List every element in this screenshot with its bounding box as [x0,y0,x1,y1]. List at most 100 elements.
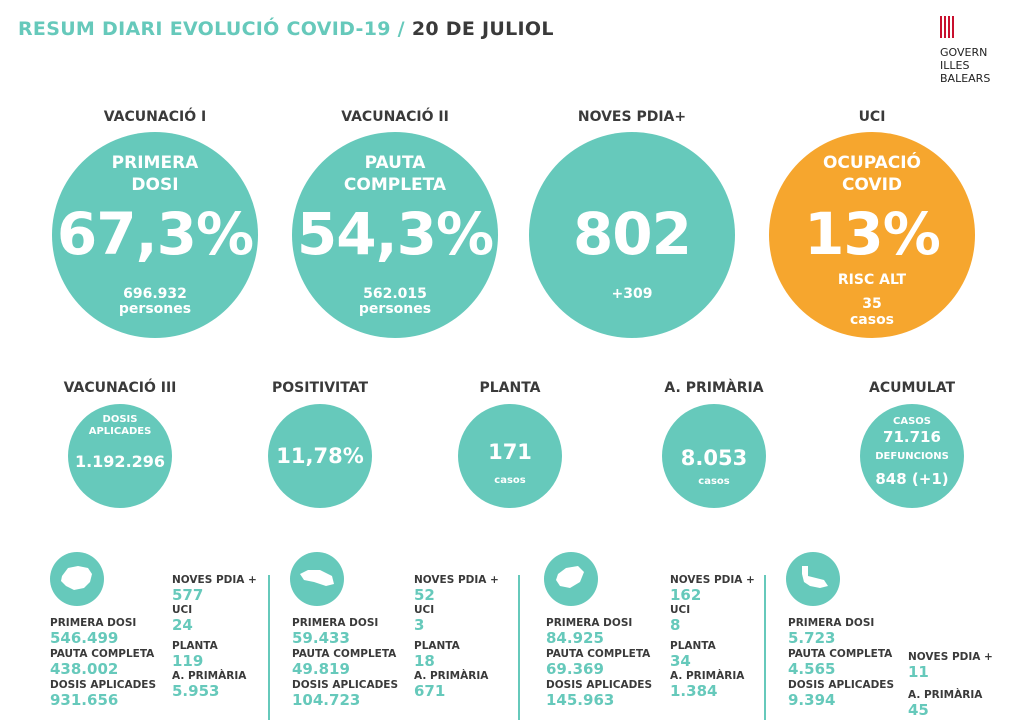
circle-sub: persones [358,301,432,317]
stat-value: 438.002 [50,660,119,678]
circle-label: COVID [841,175,903,195]
stat-value: 671 [414,682,446,700]
stat-label: PLANTA [414,640,460,652]
stat-label: A. PRIMÀRIA [908,689,983,701]
circle-value: 13% [804,200,941,268]
circle-sub: 696.932 [123,286,187,302]
region-eivissa-left: PRIMERA DOSI 84.925 PAUTA COMPLETA 69.36… [546,617,652,709]
stat-label: DOSIS APLICADES [788,679,895,691]
stat-value: 4.565 [788,660,836,678]
region-divider [518,575,520,720]
circle-planta: 171 casos [458,404,562,508]
stat-label: PAUTA COMPLETA [788,648,893,660]
heading-uci: UCI [858,109,886,125]
circle-sub: RISC ALT [837,272,907,288]
region-formentera-left: PRIMERA DOSI 5.723 PAUTA COMPLETA 4.565 … [788,617,894,709]
circle-label: COMPLETA [343,175,447,195]
circle-pauta-completa: PAUTA COMPLETA 54,3% 562.015 persones [292,132,498,338]
circle-value: 67,3% [56,200,254,268]
circle-uci-ocupacio: OCUPACIÓ COVID 13% RISC ALT 35 casos [769,132,975,338]
title-main: RESUM DIARI EVOLUCIÓ COVID-19 / [18,18,405,40]
region-mallorca-left: PRIMERA DOSI 546.499 PAUTA COMPLETA 438.… [50,617,156,709]
govern-logo-text: GOVERN ILLES BALEARS [940,46,991,85]
region-divider [764,575,766,720]
stat-value: 34 [670,652,691,670]
stat-value: 8 [670,616,681,634]
circle-label: DOSIS [102,414,138,425]
menorca-island-icon [290,552,344,606]
circle-sub: persones [118,301,192,317]
region-eivissa-right: NOVES PDIA + 162 UCI 8 PLANTA 34 A. PRIM… [670,574,755,700]
stat-label: PAUTA COMPLETA [50,648,155,660]
heading-acumulat: ACUMULAT [869,380,955,396]
region-formentera-right: NOVES PDIA + 11 A. PRIMÀRIA 45 [908,651,993,719]
circle-label: APLICADES [88,426,152,437]
heading-vacunacio-2: VACUNACIÓ II [341,109,449,125]
stat-label: PAUTA COMPLETA [292,648,397,660]
heading-a-primaria: A. PRIMÀRIA [664,380,764,396]
stat-label: UCI [670,604,691,616]
stat-value: 577 [172,586,204,604]
stat-label: PRIMERA DOSI [546,617,633,629]
formentera-island-icon [786,552,840,606]
heading-planta: PLANTA [479,380,541,396]
eivissa-island-icon [544,552,598,606]
stat-label: PRIMERA DOSI [788,617,875,629]
stat-value: 11 [908,663,929,681]
stat-value: 69.369 [546,660,604,678]
stat-label: DOSIS APLICADES [50,679,157,691]
title-date: 20 DE JULIOL [411,18,554,40]
stat-label: A. PRIMÀRIA [414,670,489,682]
circle-sub: casos [698,476,730,487]
circle-value: 848 (+1) [875,470,949,488]
stat-value: 145.963 [546,691,615,709]
heading-noves-pdia: NOVES PDIA+ [577,109,687,125]
region-mallorca-right: NOVES PDIA + 577 UCI 24 PLANTA 119 A. PR… [172,574,257,700]
stat-value: 119 [172,652,204,670]
stat-value: 18 [414,652,435,670]
heading-vacunacio-3: VACUNACIÓ III [63,380,177,396]
circle-label: CASOS [893,416,931,427]
region-divider [268,575,270,720]
stat-label: NOVES PDIA + [670,574,755,586]
stat-value: 162 [670,586,702,604]
stat-value: 45 [908,701,929,719]
heading-vacunacio-1: VACUNACIÓ I [103,109,207,125]
circle-label: PAUTA [364,153,426,173]
stat-value: 104.723 [292,691,361,709]
stat-value: 5.953 [172,682,220,700]
circle-value: 8.053 [680,446,748,470]
stat-label: A. PRIMÀRIA [670,670,745,682]
stat-value: 24 [172,616,193,634]
stat-label: UCI [414,604,435,616]
stat-value: 52 [414,586,435,604]
stat-label: PRIMERA DOSI [50,617,137,629]
stat-value: 84.925 [546,629,604,647]
circle-sub: 562.015 [363,286,427,302]
region-menorca-left: PRIMERA DOSI 59.433 PAUTA COMPLETA 49.81… [292,617,398,709]
stat-label: DOSIS APLICADES [292,679,399,691]
stat-label: PAUTA COMPLETA [546,648,651,660]
circle-label: DEFUNCIONS [875,451,949,462]
circle-value: 11,78% [276,444,364,468]
circle-a-primaria: 8.053 casos [662,404,766,508]
circle-sub: +309 [611,286,653,302]
page-title: RESUM DIARI EVOLUCIÓ COVID-19 / 20 DE JU… [18,18,554,40]
circle-label: DOSI [131,175,179,195]
circle-value: 171 [488,440,532,464]
circle-sub: casos [494,475,526,486]
stat-label: DOSIS APLICADES [546,679,653,691]
stat-value: 546.499 [50,629,119,647]
stat-value: 1.384 [670,682,718,700]
circle-dosis-aplicades: DOSIS APLICADES 1.192.296 [68,404,172,508]
stat-label: NOVES PDIA + [172,574,257,586]
stat-value: 3 [414,616,425,634]
stat-value: 59.433 [292,629,350,647]
stat-label: NOVES PDIA + [414,574,499,586]
region-menorca-right: NOVES PDIA + 52 UCI 3 PLANTA 18 A. PRIMÀ… [414,574,499,700]
mallorca-island-icon [50,552,104,606]
circle-sub: casos [849,312,895,328]
circle-value: 802 [572,200,692,268]
circle-sub: 35 [862,296,882,312]
circle-acumulat: CASOS 71.716 DEFUNCIONS 848 (+1) [860,404,964,508]
